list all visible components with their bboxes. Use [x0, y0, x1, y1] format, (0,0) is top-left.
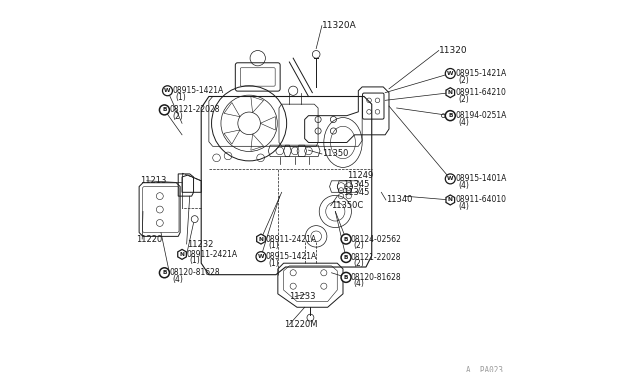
Text: (4): (4): [458, 181, 469, 190]
Text: (1): (1): [269, 241, 280, 250]
Circle shape: [445, 68, 455, 78]
Text: W: W: [258, 254, 264, 259]
Text: (2): (2): [172, 112, 183, 121]
Text: 08194-0251A: 08194-0251A: [455, 111, 507, 120]
Text: 08120-81628: 08120-81628: [170, 268, 220, 277]
Text: 11350: 11350: [322, 150, 348, 158]
Text: 11340: 11340: [386, 195, 412, 205]
Text: B: B: [344, 275, 348, 280]
Text: 08120-81628: 08120-81628: [351, 273, 401, 282]
Circle shape: [341, 272, 351, 282]
Text: 08121-22028: 08121-22028: [351, 253, 401, 262]
Text: 11233: 11233: [289, 292, 316, 301]
Text: B: B: [162, 270, 166, 275]
Text: 08915-1421A: 08915-1421A: [172, 86, 224, 95]
Text: 11232: 11232: [187, 240, 213, 248]
Text: B: B: [162, 108, 166, 112]
Circle shape: [445, 111, 455, 121]
Text: (2): (2): [354, 259, 364, 269]
Text: (2): (2): [354, 241, 364, 250]
Text: 11345: 11345: [343, 188, 369, 197]
Text: 11320A: 11320A: [322, 21, 356, 30]
Text: 08911-64010: 08911-64010: [455, 195, 506, 205]
Text: (4): (4): [458, 202, 469, 211]
Polygon shape: [178, 249, 186, 259]
Text: N: N: [448, 198, 452, 202]
Text: 11350C: 11350C: [331, 201, 363, 210]
Circle shape: [256, 252, 266, 262]
Text: 08911-2421A: 08911-2421A: [187, 250, 238, 259]
Text: 08915-1401A: 08915-1401A: [455, 174, 507, 183]
Circle shape: [163, 86, 172, 96]
Circle shape: [159, 105, 170, 115]
Text: B: B: [344, 255, 348, 260]
Text: 08915-1421A: 08915-1421A: [455, 69, 506, 78]
Text: 11220M: 11220M: [284, 320, 317, 329]
Text: 11249: 11249: [348, 171, 374, 180]
Circle shape: [445, 174, 455, 184]
Text: 08121-22028: 08121-22028: [170, 105, 220, 115]
Text: W: W: [447, 176, 454, 182]
Text: 08911-64210: 08911-64210: [455, 88, 506, 97]
Text: N: N: [448, 90, 452, 95]
Text: W: W: [447, 71, 454, 76]
Text: 11213: 11213: [140, 176, 166, 185]
Text: A  PA023: A PA023: [466, 366, 503, 372]
Text: (2): (2): [458, 76, 468, 84]
Circle shape: [341, 234, 351, 244]
Text: (4): (4): [354, 279, 365, 288]
Text: (4): (4): [458, 118, 469, 127]
Text: 08124-02562: 08124-02562: [351, 235, 401, 244]
Text: 11345: 11345: [343, 180, 369, 189]
Text: 08915-1421A: 08915-1421A: [266, 252, 317, 261]
Polygon shape: [257, 234, 266, 244]
Text: 11320: 11320: [439, 46, 467, 55]
Text: B: B: [344, 237, 348, 241]
Text: (2): (2): [458, 95, 468, 104]
Text: (1): (1): [175, 93, 186, 102]
Circle shape: [159, 268, 170, 278]
Polygon shape: [446, 88, 454, 97]
Polygon shape: [446, 195, 454, 205]
Text: N: N: [180, 252, 184, 257]
Text: N: N: [259, 237, 264, 241]
Text: 08911-2421A: 08911-2421A: [266, 235, 317, 244]
Text: B: B: [448, 113, 452, 118]
Text: (1): (1): [189, 256, 200, 265]
Text: (4): (4): [172, 275, 183, 284]
Text: W: W: [164, 88, 171, 93]
Circle shape: [341, 253, 351, 262]
Text: (1): (1): [269, 259, 280, 268]
Text: 11220: 11220: [136, 235, 163, 244]
